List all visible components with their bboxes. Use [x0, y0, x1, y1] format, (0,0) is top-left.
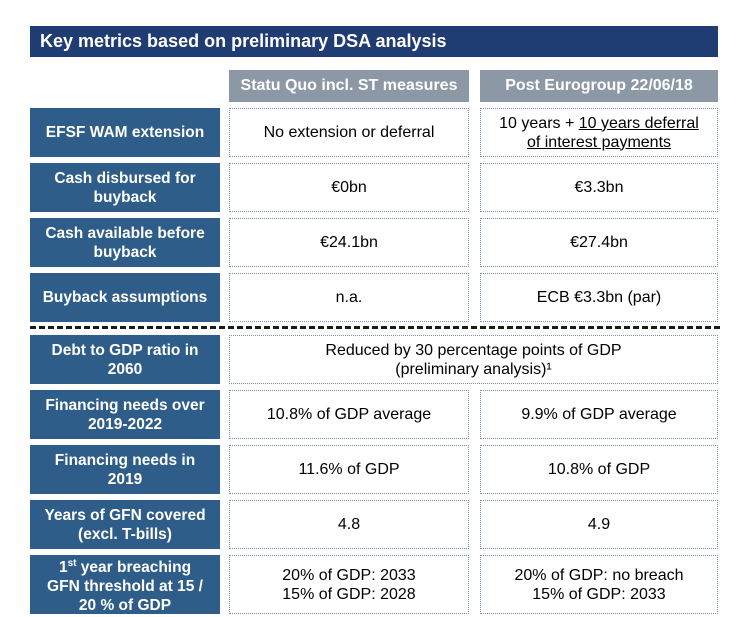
row-label-line: 20 % of GDP — [78, 597, 172, 615]
cell-years-gfn-post-eurogroup: 4.9 — [480, 500, 718, 549]
row-label-line: GFN threshold at 15 / — [47, 578, 203, 596]
cell-line: Reduced by 30 percentage points of GDP — [325, 341, 622, 359]
superscript-text: st — [67, 557, 77, 569]
row-label-line: Cash available before — [45, 224, 205, 242]
row-label-line: Years of GFN covered — [44, 506, 206, 524]
cell-buyback-post-eurogroup: ECB €3.3bn (par) — [480, 273, 718, 322]
row-label-text: 1 — [58, 559, 68, 577]
row-label-line: Debt to GDP ratio in — [51, 341, 199, 359]
cell-financing-avg-status-quo: 10.8% of GDP average — [229, 390, 469, 439]
cell-cash-disbursed-post-eurogroup: €3.3bn — [480, 163, 718, 212]
cell-cash-disbursed-status-quo: €0bn — [229, 163, 469, 212]
row-label-cash-available: Cash available before buyback — [30, 218, 220, 267]
row-label-text: year breaching — [76, 559, 192, 577]
cell-wam-post-eurogroup: 10 years + 10 years deferral of interest… — [480, 108, 718, 157]
row-label-cash-disbursed: Cash disbursed for buyback — [30, 163, 220, 212]
cell-financing-avg-post-eurogroup: 9.9% of GDP average — [480, 390, 718, 439]
row-label-line: buyback — [93, 243, 157, 261]
row-label-line: buyback — [93, 188, 157, 206]
cell-text: No extension or deferral — [263, 124, 435, 141]
cell-line: 15% of GDP: 2028 — [282, 585, 416, 603]
row-label-line: 2060 — [107, 360, 143, 378]
row-label-line: Financing needs in — [54, 451, 196, 469]
cell-text: €3.3bn — [574, 179, 624, 196]
row-label-text: Buyback assumptions — [42, 289, 208, 306]
cell-text: €0bn — [331, 179, 367, 196]
row-label-financing-needs-2019: Financing needs in 2019 — [30, 445, 220, 494]
cell-text: €24.1bn — [320, 234, 378, 251]
cell-line: 20% of GDP: 2033 — [282, 566, 416, 584]
page-title: Key metrics based on preliminary DSA ana… — [30, 26, 718, 57]
cell-text: 9.9% of GDP average — [521, 406, 677, 423]
cell-wam-status-quo: No extension or deferral — [229, 108, 469, 157]
underlined-text: 10 years deferral — [578, 114, 699, 132]
cell-text: n.a. — [335, 289, 363, 306]
section-divider — [30, 326, 720, 329]
cell-buyback-status-quo: n.a. — [229, 273, 469, 322]
cell-text: 10.8% of GDP average — [266, 406, 432, 423]
cell-line: (preliminary analysis)¹ — [395, 360, 552, 378]
row-label-text: EFSF WAM extension — [45, 124, 205, 141]
cell-breach-post-eurogroup: 20% of GDP: no breach 15% of GDP: 2033 — [480, 555, 718, 614]
cell-cash-available-post-eurogroup: €27.4bn — [480, 218, 718, 267]
column-header-post-eurogroup: Post Eurogroup 22/06/18 — [480, 70, 718, 102]
column-header-status-quo: Statu Quo incl. ST measures — [229, 70, 469, 102]
row-label-line: Financing needs over — [45, 396, 205, 414]
cell-text: €27.4bn — [570, 234, 628, 251]
row-label-line: 2019 — [107, 470, 143, 488]
row-label-debt-to-gdp: Debt to GDP ratio in 2060 — [30, 335, 220, 384]
cell-line: 20% of GDP: no breach — [514, 566, 684, 584]
row-label-line: Cash disbursed for — [54, 169, 196, 187]
cell-line: 15% of GDP: 2033 — [532, 585, 666, 603]
cell-text: 4.8 — [337, 516, 361, 533]
cell-debt-to-gdp-merged: Reduced by 30 percentage points of GDP (… — [229, 335, 718, 384]
cell-text: 10 years + — [499, 114, 579, 132]
row-label-buyback-assumptions: Buyback assumptions — [30, 273, 220, 322]
row-label-line: 2019-2022 — [87, 415, 163, 433]
row-label-first-year-breach: 1st year breaching GFN threshold at 15 /… — [30, 555, 220, 614]
cell-cash-available-status-quo: €24.1bn — [229, 218, 469, 267]
cell-text: ECB €3.3bn (par) — [536, 289, 662, 306]
underlined-text: of interest payments — [526, 133, 672, 151]
cell-text: 4.9 — [587, 516, 611, 533]
row-label-wam-extension: EFSF WAM extension — [30, 108, 220, 157]
cell-financing-2019-post-eurogroup: 10.8% of GDP — [480, 445, 718, 494]
cell-line: 10 years + 10 years deferral — [499, 114, 699, 133]
cell-text: 11.6% of GDP — [298, 461, 400, 478]
cell-years-gfn-status-quo: 4.8 — [229, 500, 469, 549]
cell-financing-2019-status-quo: 11.6% of GDP — [229, 445, 469, 494]
row-label-years-gfn-covered: Years of GFN covered (excl. T-bills) — [30, 500, 220, 549]
row-label-financing-needs-average: Financing needs over 2019-2022 — [30, 390, 220, 439]
row-label-line: 1st year breaching — [59, 554, 191, 577]
row-label-line: (excl. T-bills) — [78, 525, 172, 543]
cell-breach-status-quo: 20% of GDP: 2033 15% of GDP: 2028 — [229, 555, 469, 614]
cell-text: 10.8% of GDP — [547, 461, 651, 478]
